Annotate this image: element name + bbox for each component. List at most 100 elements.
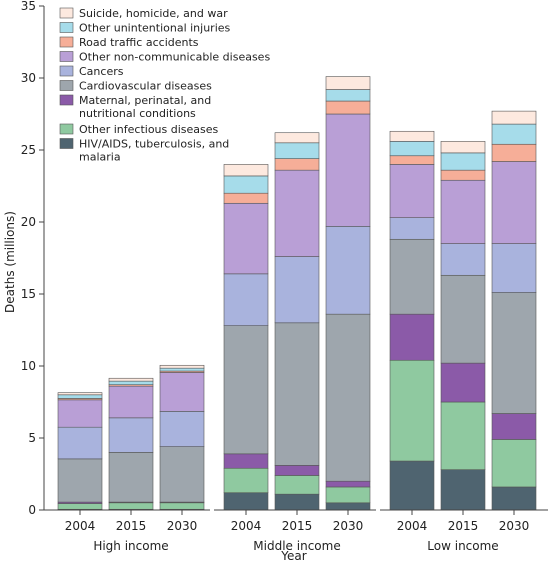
bar-segment <box>57 392 103 396</box>
bar-segment <box>274 169 320 257</box>
bar-segment <box>274 142 320 159</box>
bar-segment <box>440 274 486 364</box>
bar-segment <box>159 411 205 447</box>
legend-swatch <box>59 80 74 91</box>
bar-segment <box>57 503 103 510</box>
y-tick-label: 10 <box>21 359 36 373</box>
legend-swatch <box>59 94 74 106</box>
bar-segment <box>274 475 320 495</box>
legend-swatch <box>59 36 74 48</box>
bar-segment <box>325 100 371 115</box>
bar-segment <box>389 130 435 142</box>
bar-segment <box>223 164 269 177</box>
bar-segment <box>223 453 269 469</box>
bar-segment <box>325 226 371 315</box>
legend-label: Other infectious diseases <box>79 123 219 136</box>
x-tick-label: 2004 <box>231 519 262 533</box>
legend-label: Cardiovascular diseases <box>79 80 212 93</box>
bar-segment <box>159 372 205 412</box>
y-tick-label: 35 <box>21 0 36 13</box>
legend-label: Maternal, perinatal, and nutritional cond… <box>79 94 211 120</box>
y-axis-label: Deaths (millions) <box>3 211 17 313</box>
bar-segment <box>440 152 486 171</box>
bar-segment <box>389 359 435 462</box>
bar-segment <box>389 155 435 165</box>
bar-segment <box>325 76 371 90</box>
y-tick-label: 20 <box>21 215 36 229</box>
legend-swatch <box>59 22 74 33</box>
bar-segment <box>325 480 371 488</box>
bar-segment <box>491 161 537 244</box>
bar-segment <box>108 502 154 510</box>
bar-segment <box>108 385 154 419</box>
bar-segment <box>440 401 486 470</box>
bar-segment <box>325 502 371 511</box>
bar-segment <box>389 141 435 157</box>
bar-segment <box>491 143 537 162</box>
bar-segment <box>159 367 205 372</box>
bar-segment <box>389 460 435 511</box>
bar-segment <box>223 175 269 194</box>
bar-segment <box>274 493 320 511</box>
bar-segment <box>274 322 320 466</box>
legend-label: Cancers <box>79 65 124 78</box>
bar-segment <box>57 394 103 399</box>
group-label: High income <box>93 539 168 553</box>
legend-swatch <box>59 7 74 19</box>
bar-segment <box>491 292 537 414</box>
x-tick-label: 2030 <box>333 519 364 533</box>
bar-segment <box>491 123 537 145</box>
legend-label: Other unintentional injuries <box>79 22 231 35</box>
legend-label: Road traffic accidents <box>79 36 199 49</box>
bar-segment <box>159 364 205 369</box>
bar-segment <box>57 399 103 428</box>
y-tick-label: 0 <box>28 503 36 517</box>
bar-segment <box>108 380 154 386</box>
y-tick-label: 15 <box>21 287 36 301</box>
bar-segment <box>274 158 320 171</box>
bar-segment <box>223 492 269 511</box>
bar-segment <box>440 469 486 511</box>
bar-segment <box>491 486 537 511</box>
legend-label: Suicide, homicide, and war <box>79 7 228 20</box>
bar-segment <box>108 452 154 503</box>
bar-segment <box>223 325 269 455</box>
bar-segment <box>57 458 103 503</box>
legend-swatch <box>59 65 74 77</box>
bar-segment <box>274 132 320 144</box>
bar-segment <box>223 192 269 204</box>
bar-segment <box>440 141 486 154</box>
bars-layer <box>57 76 537 511</box>
x-axis-label: Year <box>280 549 306 563</box>
bar-segment <box>491 110 537 125</box>
y-tick-label: 5 <box>28 431 36 445</box>
axes-layer: 0 5 10 15 20 25 30 35 2004 2015 2030 High income 200… <box>21 0 548 553</box>
x-tick-label: 2004 <box>397 519 428 533</box>
x-tick-label: 2015 <box>282 519 313 533</box>
bar-segment <box>440 179 486 244</box>
x-tick-label: 2030 <box>499 519 530 533</box>
bar-segment <box>491 439 537 488</box>
bar-segment <box>223 273 269 326</box>
bar-segment <box>223 202 269 275</box>
bar-segment <box>223 467 269 494</box>
legend: Suicide, homicide, and war Other unintent… <box>59 7 270 164</box>
y-tick-label: 25 <box>21 143 36 157</box>
x-tick-label: 2015 <box>116 519 147 533</box>
bar-segment <box>440 362 486 403</box>
bar-segment <box>108 377 154 382</box>
bar-segment <box>274 465 320 476</box>
bar-segment <box>108 417 154 453</box>
legend-label: HIV/AIDS, tuberculosis, and malaria <box>79 138 229 164</box>
legend-swatch <box>59 51 74 62</box>
bar-segment <box>159 502 205 510</box>
x-tick-label: 2015 <box>448 519 479 533</box>
bar-segment <box>491 243 537 293</box>
bar-segment <box>325 89 371 102</box>
bar-segment <box>325 113 371 227</box>
y-tick-label: 30 <box>21 71 36 85</box>
bar-segment <box>274 256 320 324</box>
bar-segment <box>159 446 205 503</box>
legend-swatch <box>59 138 74 149</box>
